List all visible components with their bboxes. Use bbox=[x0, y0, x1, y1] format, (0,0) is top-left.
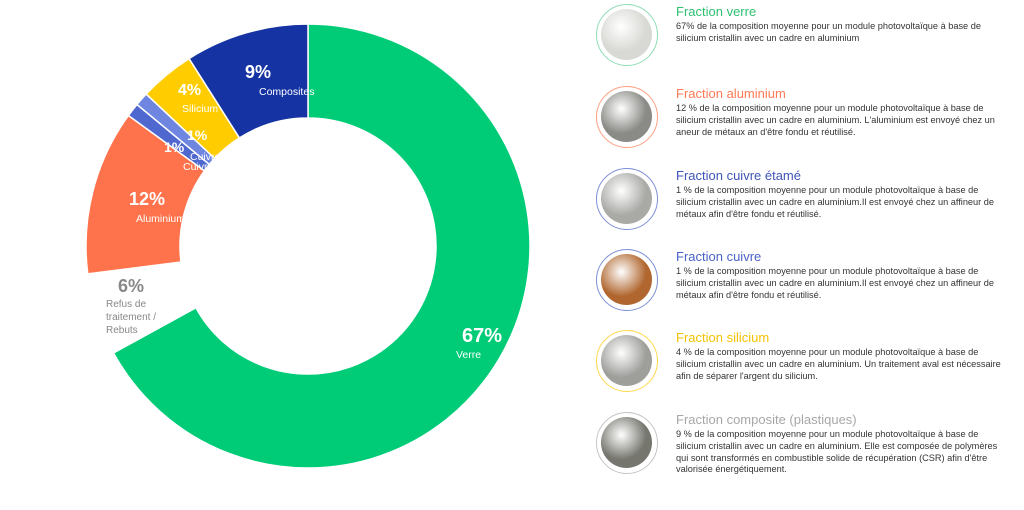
slice-percent-label: 1% bbox=[187, 127, 208, 143]
legend-description: 67% de la composition moyenne pour un mo… bbox=[676, 21, 981, 43]
legend-title: Fraction cuivre étamé bbox=[676, 168, 801, 183]
legend-title: Fraction composite (plastiques) bbox=[676, 412, 857, 427]
slice-percent-label: 12% bbox=[129, 189, 165, 209]
legend-title: Fraction cuivre bbox=[676, 249, 762, 264]
legend-description: 12 % de la composition moyenne pour un m… bbox=[676, 103, 995, 137]
slice-category-label: Cuivre étamé bbox=[183, 161, 246, 173]
legend-title: Fraction silicium bbox=[676, 330, 770, 345]
slice-category-label: Composites bbox=[259, 86, 314, 98]
legend-title: Fraction aluminium bbox=[676, 86, 786, 101]
slice-percent-label: 1% bbox=[164, 139, 185, 155]
legend-title: Fraction verre bbox=[676, 4, 757, 19]
tinned-copper-fraction-image bbox=[596, 168, 658, 230]
glass-fraction-image bbox=[596, 4, 658, 66]
legend-description: 1 % de la composition moyenne pour un mo… bbox=[676, 266, 994, 300]
slice-category-label: Refus de bbox=[106, 299, 146, 310]
slice-category-label: Cuivre bbox=[190, 151, 221, 163]
slice-percent-label: 67% bbox=[462, 325, 502, 347]
slice-category-label: Verre bbox=[456, 349, 481, 361]
copper-fraction-image bbox=[596, 249, 658, 311]
slice-category-label: Rebuts bbox=[106, 325, 138, 336]
slice-category-label: Silicium bbox=[182, 103, 218, 115]
slice-percent-label: 9% bbox=[245, 62, 271, 82]
slice-category-label: traitement / bbox=[106, 312, 156, 323]
aluminium-fraction-image bbox=[596, 86, 658, 148]
composite-fraction-image bbox=[596, 412, 658, 474]
slice-percent-label: 6% bbox=[118, 276, 144, 296]
donut-chart: 67% Verre 6% Refus de traitement / Rebuts 12% A… bbox=[85, 23, 531, 469]
slice-composites bbox=[188, 23, 309, 139]
slice-percent-label: 4% bbox=[178, 82, 201, 99]
legend-description: 4 % de la composition moyenne pour un mo… bbox=[676, 347, 1001, 381]
legend-description: 1 % de la composition moyenne pour un mo… bbox=[676, 185, 994, 219]
silicon-fraction-image bbox=[596, 330, 658, 392]
slice-verre bbox=[112, 23, 531, 469]
legend-description: 9 % de la composition moyenne pour un mo… bbox=[676, 429, 998, 475]
slice-category-label: Aluminium bbox=[136, 213, 185, 225]
